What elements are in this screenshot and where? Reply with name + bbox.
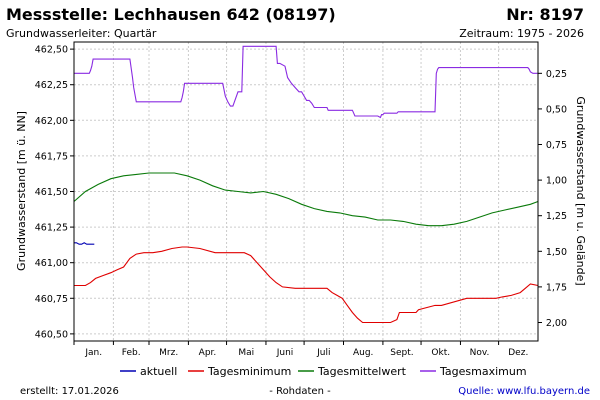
x-tick-label: Dez. [508,348,528,358]
y-tick-label-left: 460,75 [35,294,68,305]
x-tick-label: Aug. [353,348,373,358]
y-tick-label-right: 1,25 [546,211,567,222]
x-tick-label: Juni [276,348,294,358]
chart-title: Messstelle: Lechhausen 642 (08197) [6,5,336,24]
x-tick-label: Sept. [390,348,413,358]
legend: aktuell Tagesminimum Tagesmittelwert Tagesm… [120,365,527,378]
raw-data-note: - Rohdaten - [269,386,331,397]
x-tick-label: Mai [238,348,254,358]
y-tick-label-left: 461,50 [35,187,68,198]
aquifer-label: Grundwasserleiter: Quartär [6,27,157,40]
series-line-min [74,246,539,324]
y-tick-label-right: 0,50 [546,104,567,115]
y-axis-label-left: Grundwasserstand [m ü. NN] [15,111,28,271]
y-axis-label-right: Grundwasserstand [m u. Gelände] [574,96,587,285]
x-tick-label: Juli [316,348,330,358]
series-line-mean [73,172,539,227]
y-tick-label-left: 462,25 [35,80,68,91]
period-label: Zeitraum: 1975 - 2026 [459,27,584,40]
y-tick-label-left: 461,25 [35,223,68,234]
y-tick-label-left: 462,50 [35,45,68,56]
series-line-max [74,45,538,119]
y-tick-label-right: 2,00 [546,318,567,329]
y-tick-label-left: 460,50 [35,329,68,340]
y-tick-label-right: 1,50 [546,247,567,258]
created-date: erstellt: 17.01.2026 [20,386,119,397]
y-tick-label-left: 461,75 [35,151,68,162]
station-number: Nr: 8197 [506,5,584,24]
legend-label-aktuell: aktuell [140,365,177,378]
x-tick-label: Mrz. [159,348,178,358]
x-tick-label: Feb. [122,348,141,358]
y-tick-label-right: 0,25 [546,69,567,80]
series-lines [73,45,539,324]
grid-lines [74,42,538,341]
series-line-aktuell [74,242,95,245]
legend-label-mean: Tagesmittelwert [317,365,407,378]
source-link[interactable]: Quelle: www.lfu.bayern.de [458,386,590,397]
y-tick-label-left: 461,00 [35,258,68,269]
x-tick-label: Nov. [470,348,490,358]
x-tick-label: Apr. [199,348,217,358]
y-tick-label-left: 462,00 [35,116,68,127]
y-tick-label-right: 1,75 [546,282,567,293]
y-tick-label-right: 1,00 [546,176,567,187]
axes: Jan. Feb. Mrz. Apr. Mai Juni Juli Aug. Sept. Okt.… [35,45,567,358]
y-tick-label-right: 0,75 [546,140,567,151]
x-tick-label: Jan. [84,348,102,358]
legend-label-max: Tagesmaximum [439,365,527,378]
x-tick-label: Okt. [431,348,450,358]
legend-label-min: Tagesminimum [207,365,291,378]
